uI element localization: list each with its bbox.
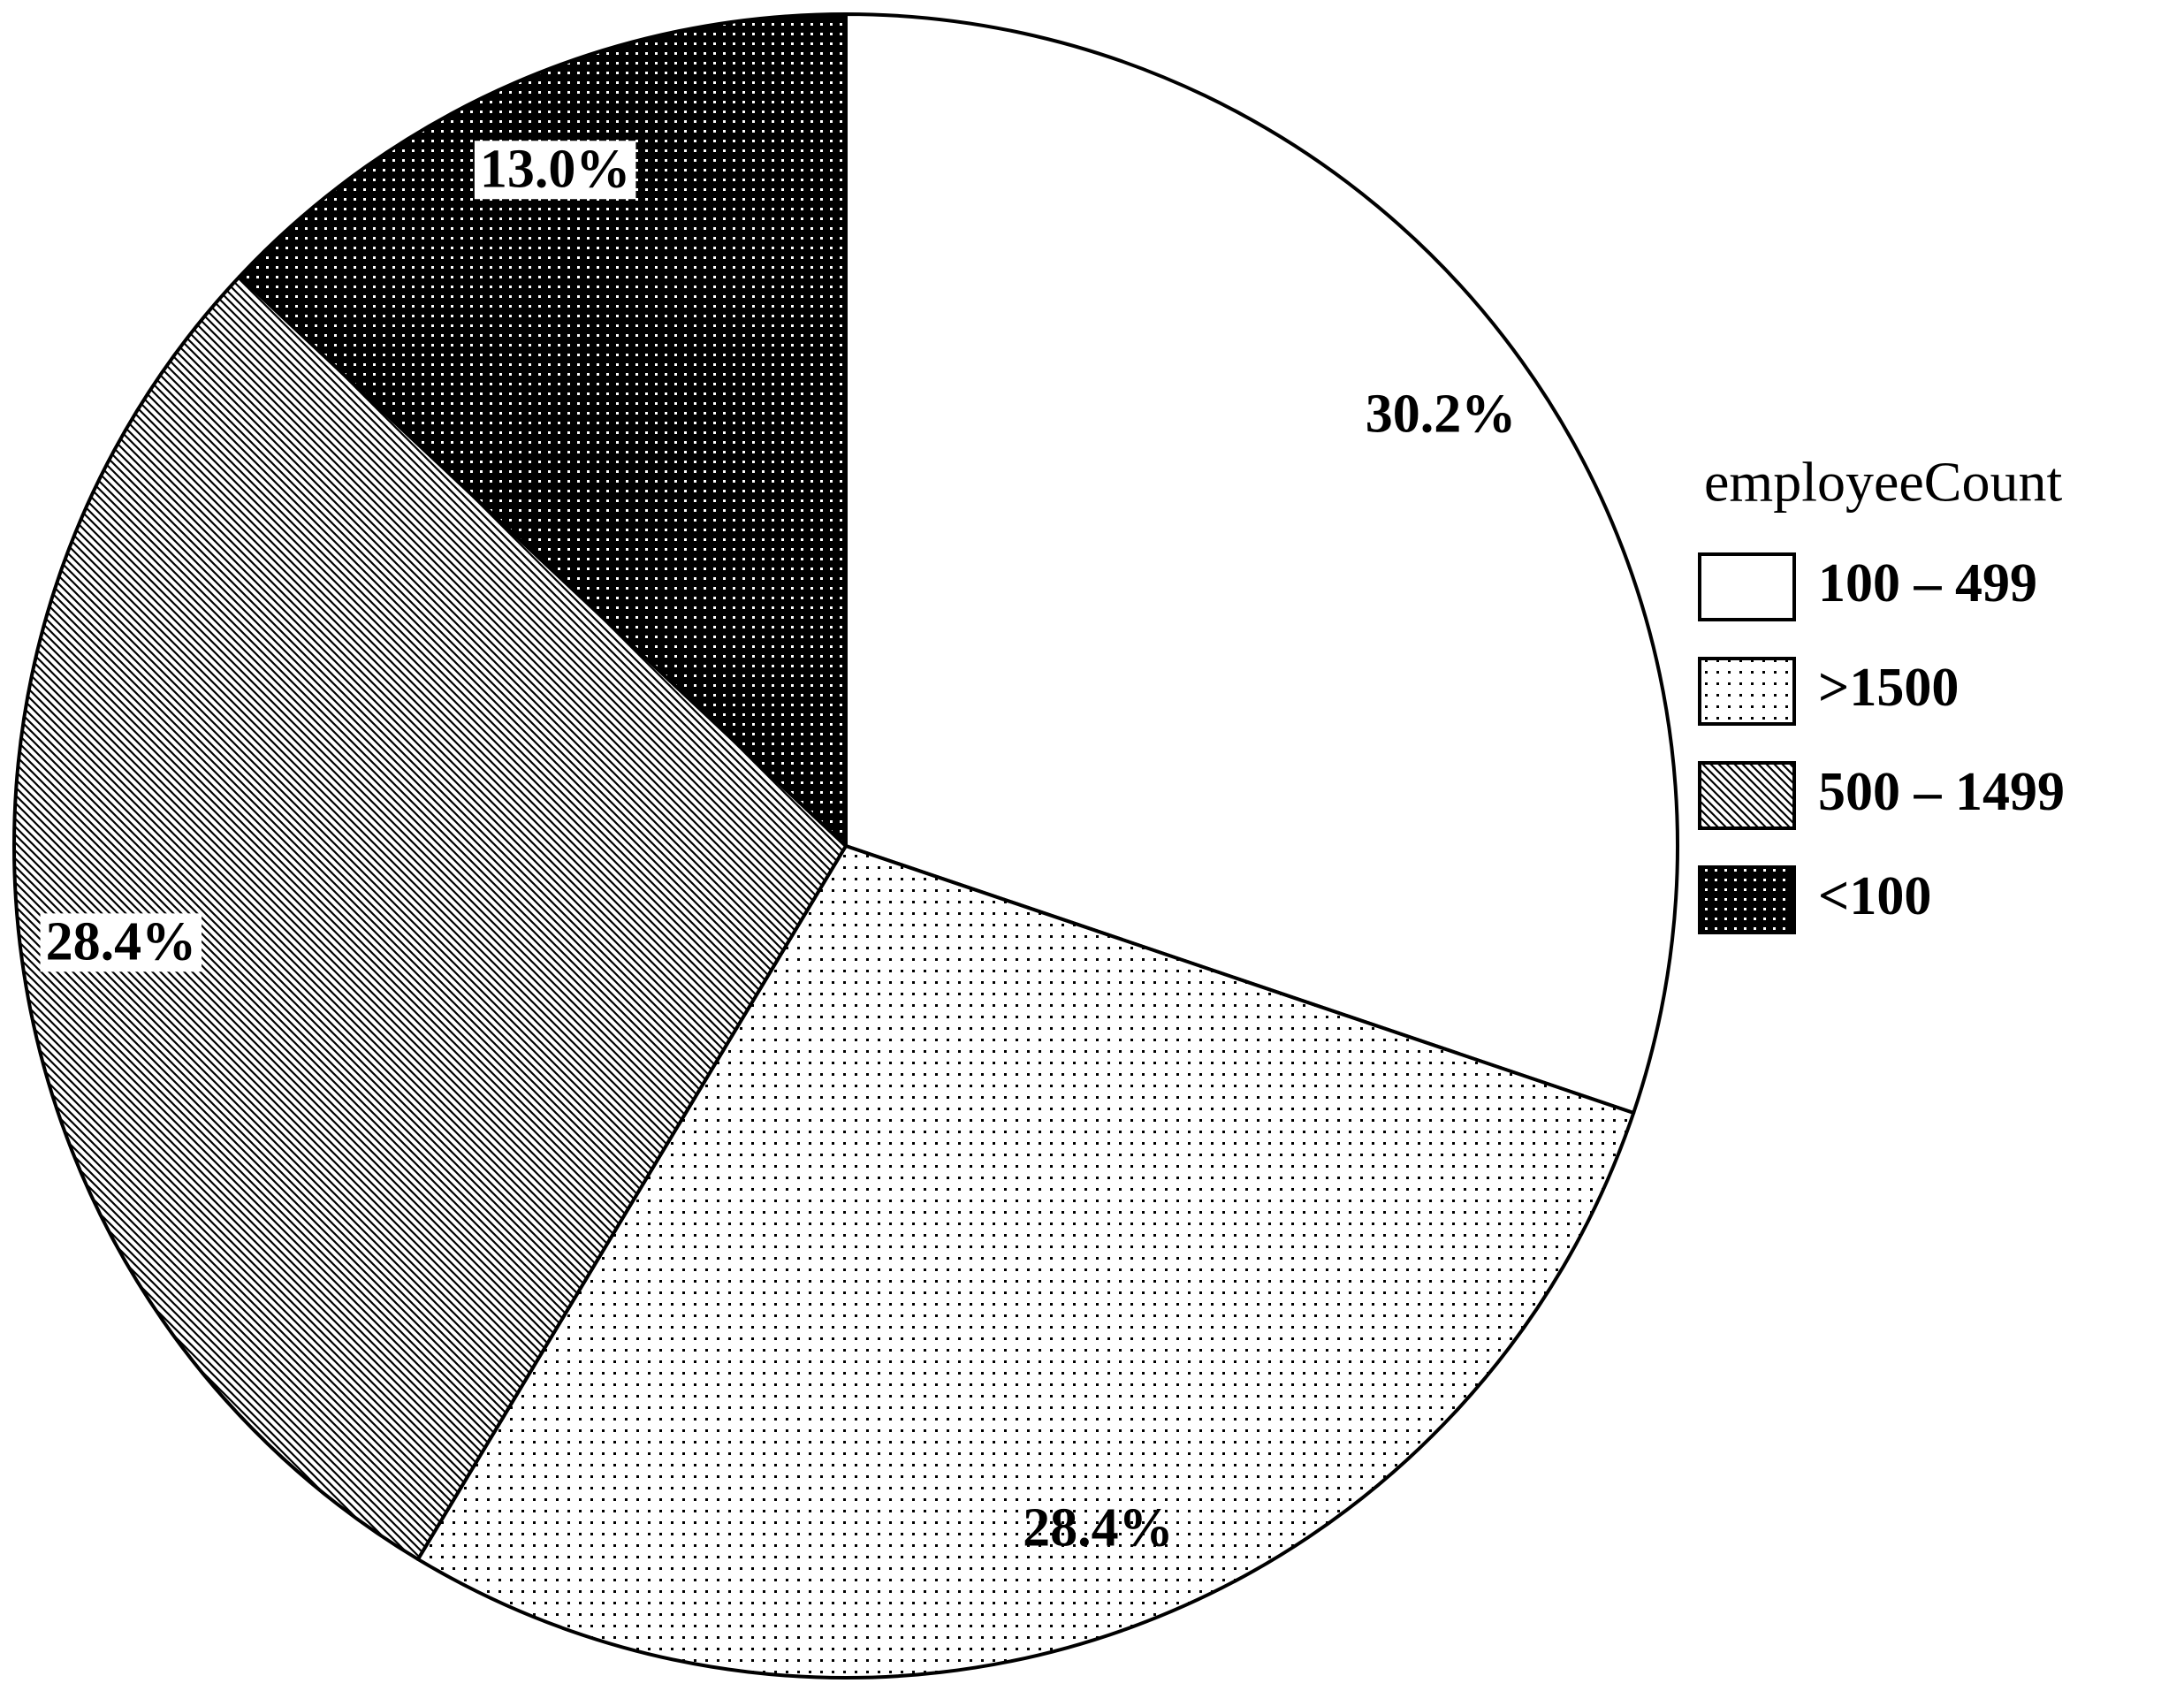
pie-slice — [238, 12, 848, 848]
legend-label: >1500 — [1818, 658, 1959, 718]
data-label: 28.4% — [46, 911, 197, 971]
legend-swatch — [1698, 761, 1796, 830]
legend-title: employeeCount — [1704, 451, 2062, 514]
legend-swatch — [1698, 657, 1796, 726]
pie-slice — [844, 12, 1680, 1116]
legend-label: 100 – 499 — [1818, 553, 2037, 613]
legend-label: 500 – 1499 — [1818, 762, 2065, 822]
data-label: 28.4% — [1023, 1498, 1174, 1558]
data-label: 13.0% — [480, 139, 631, 199]
legend-label: <100 — [1818, 866, 1931, 926]
legend-swatch — [1698, 552, 1796, 621]
pie-slice — [12, 274, 848, 1561]
legend-swatch — [1698, 865, 1796, 934]
data-label-box — [40, 913, 202, 972]
data-label-box — [474, 141, 636, 200]
data-label: 30.2% — [1366, 385, 1517, 445]
